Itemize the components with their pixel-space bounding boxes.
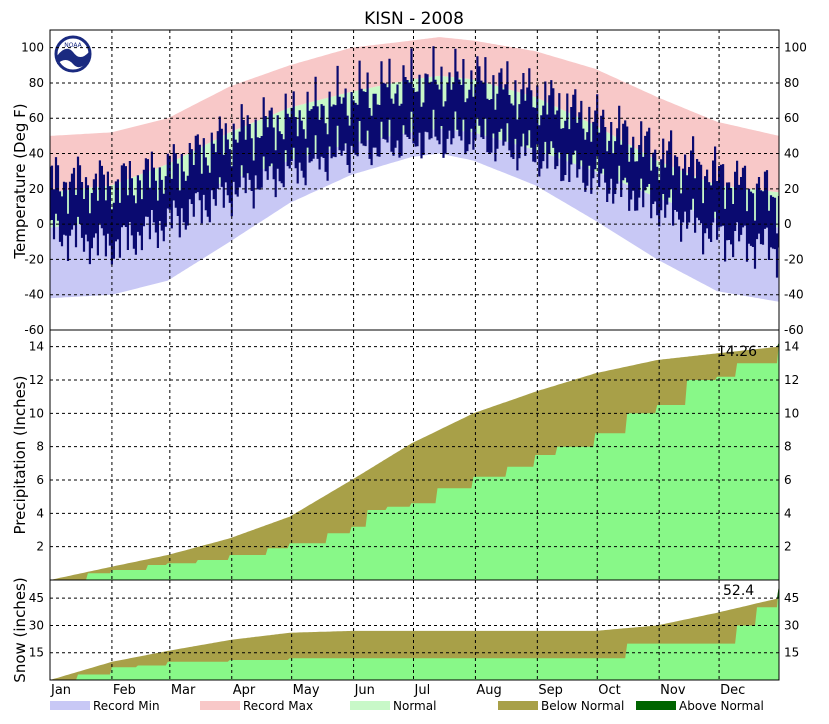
y-tick-label-right: 15 bbox=[784, 646, 799, 660]
snow-observed-area bbox=[50, 584, 779, 680]
y-tick-label-left: 12 bbox=[29, 373, 44, 387]
y-tick-label-left: 100 bbox=[21, 41, 44, 55]
y-tick-label-left: 6 bbox=[36, 473, 44, 487]
precipitation-observed-area bbox=[50, 342, 779, 580]
precipitation-panel: 2 2 4 4 6 6 8 8 10 10 12 12 14 14 bbox=[29, 329, 799, 581]
y-tick-label-right: 60 bbox=[784, 111, 799, 125]
y-tick-label-left: 8 bbox=[36, 440, 44, 454]
y-tick-label-right: -20 bbox=[784, 252, 804, 266]
snow-axis-label: Snow (inches) bbox=[11, 577, 29, 682]
month-label: Nov bbox=[660, 683, 686, 698]
y-tick-label-right: 2 bbox=[784, 540, 792, 554]
month-label: Feb bbox=[113, 683, 136, 698]
month-label: Jun bbox=[354, 683, 375, 698]
snow-final-label: 52.4 bbox=[723, 583, 754, 599]
month-label: Jan bbox=[50, 683, 71, 698]
y-tick-label-right: 6 bbox=[784, 473, 792, 487]
y-tick-label-right: 4 bbox=[784, 506, 792, 520]
legend-label: Below Normal bbox=[541, 699, 624, 713]
legend-swatch bbox=[50, 701, 90, 710]
snow-panel: 15 15 30 30 45 45 bbox=[29, 579, 799, 681]
svg-text:NOAA: NOAA bbox=[64, 42, 82, 49]
y-tick-label-left: 40 bbox=[29, 147, 44, 161]
y-tick-label-left: -40 bbox=[24, 288, 44, 302]
precipitation-axis-label: Precipitation (Inches) bbox=[11, 376, 29, 535]
month-axis: Jan Feb Mar Apr May Jun Jul Aug Sep Oct Nov Dec bbox=[50, 683, 745, 698]
y-tick-label-right: -60 bbox=[784, 323, 804, 337]
legend-label: Normal bbox=[393, 699, 436, 713]
snow-frame bbox=[49, 579, 780, 681]
y-tick-label-right: 80 bbox=[784, 76, 799, 90]
month-label: Dec bbox=[720, 683, 745, 698]
legend: Record Min Record Max Normal Below Normal Ab… bbox=[50, 699, 764, 713]
legend-swatch bbox=[498, 701, 538, 710]
y-tick-label-right: 30 bbox=[784, 618, 799, 632]
legend-swatch bbox=[636, 701, 676, 710]
month-label: May bbox=[293, 683, 320, 698]
month-label: Apr bbox=[233, 683, 256, 698]
y-tick-label-left: 20 bbox=[29, 182, 44, 196]
y-tick-label-left: 45 bbox=[29, 591, 44, 605]
record-max-band bbox=[50, 37, 779, 193]
y-tick-label-right: 10 bbox=[784, 406, 799, 420]
temperature-panel: -60 -60 -40 -40 -20 -20 0 0 20 20 40 40 60 60 80 80 100 1… bbox=[21, 29, 807, 337]
legend-label: Above Normal bbox=[679, 699, 764, 713]
y-tick-label-left: -20 bbox=[24, 252, 44, 266]
month-label: Mar bbox=[171, 683, 196, 698]
legend-swatch bbox=[200, 701, 240, 710]
y-tick-label-right: 8 bbox=[784, 440, 792, 454]
y-tick-label-left: 0 bbox=[36, 217, 44, 231]
noaa-logo-icon: NOAA bbox=[54, 35, 92, 73]
y-tick-label-left: 10 bbox=[29, 406, 44, 420]
temperature-axis-label: Temperature (Deg F) bbox=[11, 103, 29, 259]
y-tick-label-left: 60 bbox=[29, 111, 44, 125]
y-tick-label-left: 14 bbox=[29, 340, 44, 354]
y-tick-label-left: 4 bbox=[36, 506, 44, 520]
month-label: Jul bbox=[414, 683, 431, 698]
legend-label: Record Min bbox=[93, 699, 160, 713]
y-tick-label-right: 12 bbox=[784, 373, 799, 387]
legend-swatch bbox=[350, 701, 390, 710]
month-label: Sep bbox=[538, 683, 563, 698]
snow-below-normal-area bbox=[50, 584, 779, 680]
y-tick-label-right: 14 bbox=[784, 340, 799, 354]
y-tick-label-right: 45 bbox=[784, 591, 799, 605]
y-tick-label-left: 30 bbox=[29, 618, 44, 632]
y-tick-label-right: -40 bbox=[784, 288, 804, 302]
legend-label: Record Max bbox=[243, 699, 313, 713]
y-tick-label-left: 2 bbox=[36, 540, 44, 554]
y-tick-label-right: 20 bbox=[784, 182, 799, 196]
y-tick-label-right: 40 bbox=[784, 147, 799, 161]
y-tick-label-left: -60 bbox=[24, 323, 44, 337]
record-min-band bbox=[50, 128, 779, 302]
chart-title: KISN - 2008 bbox=[364, 9, 464, 29]
precipitation-final-label: 14.26 bbox=[717, 344, 757, 360]
y-tick-label-right: 0 bbox=[784, 217, 792, 231]
month-label: Oct bbox=[598, 683, 620, 698]
y-tick-label-left: 15 bbox=[29, 646, 44, 660]
y-tick-label-left: 80 bbox=[29, 76, 44, 90]
month-label: Aug bbox=[476, 683, 501, 698]
y-tick-label-right: 100 bbox=[784, 41, 807, 55]
